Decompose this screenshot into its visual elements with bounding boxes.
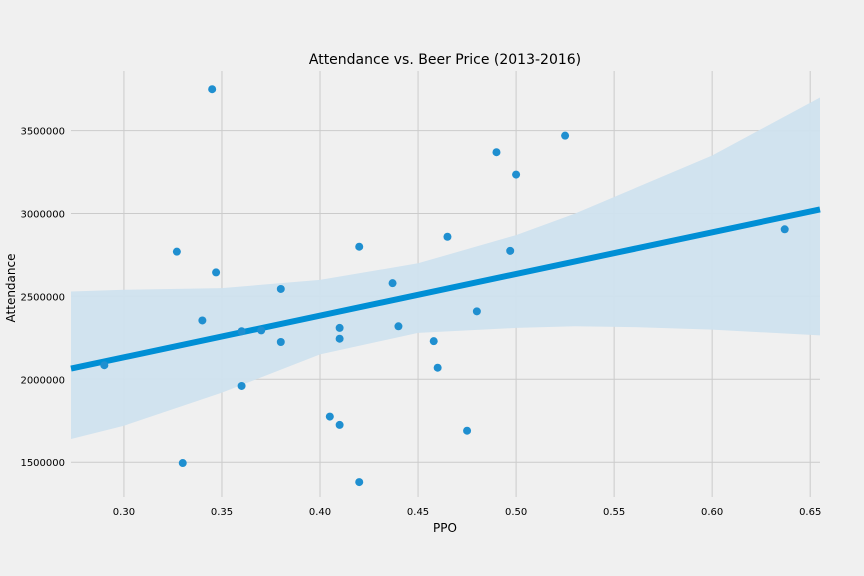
data-point: [506, 246, 515, 255]
data-point: [237, 381, 246, 390]
data-point: [561, 131, 570, 140]
x-tick-label: 0.50: [505, 507, 527, 518]
data-point: [335, 334, 344, 343]
data-point: [512, 170, 521, 179]
data-point: [429, 337, 438, 346]
x-tick-label: 0.35: [211, 507, 233, 518]
data-point: [463, 426, 472, 435]
data-point: [198, 316, 207, 325]
chart-title: Attendance vs. Beer Price (2013-2016): [309, 52, 581, 68]
data-point: [492, 148, 501, 157]
data-point: [325, 412, 334, 421]
data-point: [355, 478, 364, 487]
data-point: [335, 323, 344, 332]
data-point: [443, 232, 452, 241]
x-tick-label: 0.30: [113, 507, 135, 518]
data-point: [208, 85, 217, 94]
x-tick-label: 0.55: [603, 507, 625, 518]
data-point: [212, 268, 221, 277]
data-point: [100, 361, 109, 370]
data-points: [100, 85, 789, 487]
y-tick-label: 1500000: [20, 458, 65, 469]
tick-labels: 0.30 0.35 0.40 0.45 0.50 0.55 0.60 0.65 1500000 2…: [20, 127, 821, 518]
data-point: [335, 420, 344, 429]
x-tick-label: 0.65: [799, 507, 821, 518]
data-point: [472, 307, 481, 316]
data-point: [394, 322, 403, 331]
data-point: [780, 225, 789, 234]
x-tick-label: 0.45: [407, 507, 429, 518]
y-axis-label: Attendance: [4, 254, 18, 323]
data-point: [276, 338, 285, 347]
x-tick-label: 0.40: [309, 507, 331, 518]
x-tick-label: 0.60: [701, 507, 723, 518]
data-point: [433, 363, 442, 372]
regression-line-layer: [70, 206, 821, 372]
y-tick-label: 3500000: [20, 127, 65, 138]
confidence-band-layer: [71, 97, 820, 439]
y-tick-label: 2500000: [20, 292, 65, 303]
data-point: [257, 326, 266, 335]
data-point: [172, 247, 181, 256]
x-axis-label: PPO: [433, 521, 457, 535]
data-point: [276, 284, 285, 293]
data-point: [355, 242, 364, 251]
data-point: [237, 327, 246, 336]
y-tick-label: 2000000: [20, 375, 65, 386]
regression-line: [70, 206, 821, 372]
y-tick-label: 3000000: [20, 210, 65, 221]
data-point: [388, 279, 397, 288]
confidence-band: [71, 97, 820, 439]
data-point: [178, 459, 187, 468]
